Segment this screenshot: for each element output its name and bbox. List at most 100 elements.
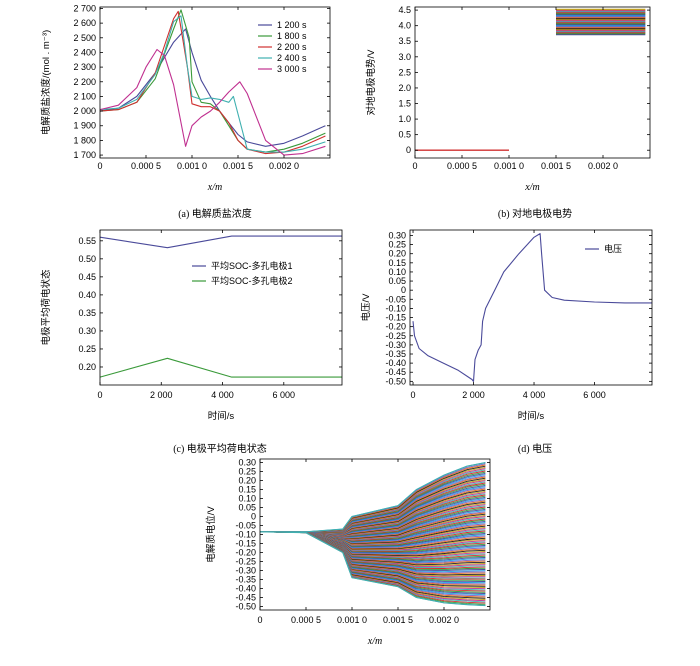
plot-frame: [414, 6, 651, 159]
y-tick-label: 2 200: [73, 77, 96, 87]
x-tick-label: 0.001 0: [177, 161, 207, 171]
upper-envelope-curve: [260, 462, 486, 533]
y-tick-label: 0.45: [78, 272, 96, 282]
x-axis-label: 时间/s: [208, 410, 235, 422]
x-tick-label: 0.002 0: [429, 615, 459, 625]
x-tick-label: 6 000: [583, 390, 606, 400]
x-tick-label: 4 000: [211, 390, 234, 400]
x-tick-label: 4 000: [523, 390, 546, 400]
x-axis-label: x/m: [367, 636, 382, 647]
x-axis-label: x/m: [207, 182, 222, 193]
x-tick-label: 6 000: [273, 390, 296, 400]
x-tick-label: 0.001 5: [541, 161, 571, 171]
legend-label: 平均SOC-多孔电极1: [211, 260, 293, 271]
y-tick-label: -0.30: [385, 340, 406, 350]
y-tick-label: 0.20: [238, 476, 256, 486]
legend: 1 200 s1 800 s2 200 s2 400 s3 000 s: [258, 20, 307, 74]
panel-b-electrode-potential: 0 0.000 5 0.001 0 0.001 5 0.002 0 0 0.5 1.0 1.5 2…: [365, 5, 651, 220]
y-tick-label: 0.25: [238, 467, 256, 477]
x-tick-label: 0.001 5: [223, 161, 253, 171]
y-tick-label: -0.30: [235, 565, 256, 575]
x-tick-label: 0: [257, 615, 262, 625]
y-tick-label: 0.30: [238, 458, 256, 468]
y-tick-label: -0.45: [385, 367, 406, 377]
y-tick-label: 0.15: [388, 258, 406, 268]
y-tick-label: 0: [251, 512, 256, 522]
legend-label: 平均SOC-多孔电极2: [211, 275, 293, 286]
y-tick-label: -0.15: [385, 313, 406, 323]
y-tick-label: -0.40: [385, 358, 406, 368]
y-tick-label: 0: [406, 145, 411, 155]
y-tick-label: 0.30: [388, 230, 406, 240]
legend: 电压: [585, 243, 622, 254]
x-tick-label: 0: [97, 161, 102, 171]
legend-label: 电压: [604, 243, 622, 254]
y-tick-label: 0.35: [78, 308, 96, 318]
series-line-3: [99, 15, 326, 153]
y-tick-label: 3.5: [398, 36, 411, 46]
y-tick-label: 3.0: [398, 52, 411, 62]
x-tick-label: 0.000 5: [447, 161, 477, 171]
y-tick-label: -0.15: [235, 538, 256, 548]
y-tick-label: 2 500: [73, 33, 96, 43]
legend-label: 2 400 s: [277, 53, 307, 63]
curve-family: [260, 462, 486, 606]
x-tick-label: 0.001 0: [337, 615, 367, 625]
y-axis-label: 电解质盐浓度/(mol . m⁻³): [40, 30, 52, 135]
y-tick-label: 2 000: [73, 106, 96, 116]
y-tick-label: -0.40: [235, 583, 256, 593]
y-tick-label: 1 900: [73, 121, 96, 131]
y-tick-label: 1 800: [73, 135, 96, 145]
legend: 平均SOC-多孔电极1 平均SOC-多孔电极2: [192, 260, 293, 286]
x-tick-label: 0: [411, 390, 416, 400]
panel-caption: (b) 对地电极电势: [498, 207, 572, 220]
x-axis-label: x/m: [524, 182, 539, 193]
plot-frame: [99, 229, 343, 386]
x-tick-label: 2 000: [462, 390, 485, 400]
panel-e-electrolyte-potential: 0 0.000 5 0.001 0 0.001 5 0.002 0-0.50-0.45-…: [205, 458, 491, 647]
panel-c-average-soc: 0 2 000 4 000 6 000 0.20 0.25 0.30 0.35 0.40 0.45…: [40, 229, 343, 455]
y-tick-label: -0.35: [235, 574, 256, 584]
y-tick-label: 2.5: [398, 67, 411, 77]
y-tick-label: 1 700: [73, 150, 96, 160]
y-tick-label: 0.10: [238, 494, 256, 504]
y-tick-label: 2 400: [73, 47, 96, 57]
y-tick-label: -0.45: [235, 592, 256, 602]
x-tick-label: 0.000 5: [131, 161, 161, 171]
y-tick-label: 2 600: [73, 18, 96, 28]
legend-label: 3 000 s: [277, 64, 307, 74]
y-tick-label: -0.20: [235, 547, 256, 557]
y-tick-label: 2.0: [398, 83, 411, 93]
y-tick-label: 0.15: [238, 485, 256, 495]
y-tick-label: 4.0: [398, 21, 411, 31]
x-tick-label: 0.002 0: [588, 161, 618, 171]
x-tick-label: 0: [412, 161, 417, 171]
series-line-4: [99, 48, 326, 156]
y-tick-label: 0: [401, 285, 406, 295]
panel-caption: (c) 电极平均荷电状态: [173, 442, 267, 455]
y-tick-label: -0.05: [385, 294, 406, 304]
y-tick-label: -0.50: [235, 601, 256, 611]
y-tick-label: 0.30: [78, 326, 96, 336]
y-tick-label: 1.5: [398, 99, 411, 109]
y-tick-label: -0.35: [385, 349, 406, 359]
y-tick-label: -0.25: [385, 331, 406, 341]
x-tick-label: 2 000: [150, 390, 173, 400]
y-tick-label: 2 300: [73, 62, 96, 72]
x-axis-label: 时间/s: [518, 410, 545, 422]
y-tick-label: 0.5: [398, 130, 411, 140]
y-tick-label: 0.10: [388, 267, 406, 277]
legend-label: 2 200 s: [277, 42, 307, 52]
x-tick-label: 0.000 5: [291, 615, 321, 625]
legend-label: 1 200 s: [277, 20, 307, 30]
lower-envelope-curve: [259, 531, 486, 607]
series-line-0: [99, 235, 342, 249]
y-tick-label: 0.50: [78, 254, 96, 264]
panel-caption: (d) 电压: [518, 442, 552, 455]
y-tick-label: -0.10: [385, 303, 406, 313]
x-tick-label: 0.002 0: [269, 161, 299, 171]
y-tick-label: 0.55: [78, 236, 96, 246]
y-tick-label: -0.10: [235, 530, 256, 540]
y-tick-label: 0.20: [78, 362, 96, 372]
